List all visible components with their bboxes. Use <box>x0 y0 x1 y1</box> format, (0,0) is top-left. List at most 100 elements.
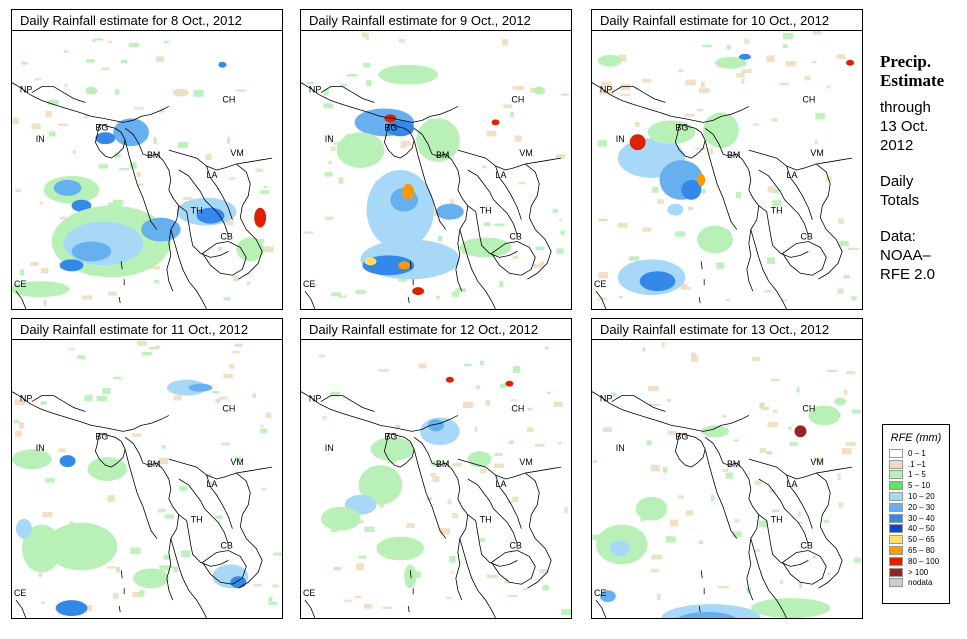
rain-speckle <box>767 186 775 193</box>
rain-speckle <box>657 593 661 601</box>
side-data-line1: Data: <box>880 228 916 245</box>
rain-area <box>12 449 52 470</box>
country-label-cb: CB <box>220 231 232 241</box>
map-svg: NP CH IN BG BM VM LA TH CB CE <box>301 346 571 618</box>
rain-area <box>667 203 684 216</box>
rain-speckle <box>449 555 456 563</box>
rain-speckle <box>273 552 282 556</box>
rain-speckle <box>534 443 545 447</box>
rain-speckle <box>553 401 563 408</box>
rain-speckle <box>823 520 829 523</box>
rain-speckle <box>827 572 831 576</box>
rain-speckle <box>455 288 466 293</box>
rain-area <box>402 183 415 200</box>
panel-title: Daily Rainfall estimate for 8 Oct., 2012 <box>11 9 283 31</box>
rain-speckle <box>789 442 799 446</box>
map-svg: NP CH IN BG BM VM LA TH CB CE <box>592 31 860 309</box>
rain-speckle <box>504 577 509 584</box>
rain-speckle <box>323 103 334 109</box>
side-daily-line1: Daily <box>880 173 914 190</box>
rain-speckle <box>657 199 664 205</box>
rain-speckle <box>494 453 503 456</box>
rain-speckle <box>838 218 844 224</box>
rain-speckle <box>256 239 265 244</box>
rain-speckle <box>205 154 212 161</box>
rain-speckle <box>439 528 450 535</box>
rain-speckle <box>539 569 549 574</box>
panel-title: Daily Rainfall estimate for 12 Oct., 201… <box>300 318 572 340</box>
country-border <box>595 599 607 618</box>
rain-speckle <box>760 406 769 411</box>
rain-speckle <box>139 590 144 597</box>
rain-speckle <box>601 81 612 87</box>
rainfall-map: NP CH IN BG BM VM LA TH CB CE <box>300 339 572 619</box>
rain-area <box>715 56 747 69</box>
rain-speckle <box>667 430 677 436</box>
country-border <box>457 149 562 171</box>
country-label-ce: CE <box>303 588 315 598</box>
rain-area <box>196 207 225 224</box>
rain-speckle <box>40 267 49 274</box>
legend-swatch <box>889 567 903 577</box>
rain-area <box>428 419 444 432</box>
legend-item: 65 – 80 <box>889 545 949 556</box>
rain-area <box>21 524 62 573</box>
country-label-la: LA <box>496 170 507 180</box>
rain-speckle <box>759 402 765 409</box>
rain-speckle <box>662 466 668 473</box>
panel-title: Daily Rainfall estimate for 11 Oct., 201… <box>11 318 283 340</box>
country-label-vm: VM <box>230 148 243 158</box>
rain-speckle <box>59 216 67 220</box>
rain-speckle <box>837 288 844 294</box>
rain-speckle <box>179 485 188 491</box>
rain-speckle <box>617 222 628 228</box>
rain-area <box>412 287 425 296</box>
rain-speckle <box>699 88 710 94</box>
rain-speckle <box>851 296 857 301</box>
country-border <box>206 474 233 529</box>
rain-speckle <box>163 554 171 560</box>
rain-speckle <box>618 295 623 299</box>
rain-speckle <box>426 497 433 501</box>
rain-speckle <box>215 399 221 403</box>
legend-item: .1 –1 <box>889 459 949 470</box>
rain-speckle <box>813 457 824 463</box>
country-label-bg: BG <box>95 122 108 132</box>
rain-area <box>445 376 454 383</box>
rain-speckle <box>479 469 487 474</box>
rain-speckle <box>555 154 566 159</box>
rain-speckle <box>93 38 104 41</box>
country-label-bg: BG <box>675 431 688 441</box>
rain-speckle <box>322 416 327 420</box>
rain-speckle <box>398 38 405 43</box>
country-border <box>12 82 170 123</box>
rain-speckle <box>333 566 342 571</box>
country-border <box>31 395 86 412</box>
rain-speckle <box>771 118 779 122</box>
rain-speckle <box>485 399 490 406</box>
rain-area <box>794 425 807 438</box>
country-label-ce: CE <box>14 588 26 598</box>
legend-item: 40 – 50 <box>889 524 949 535</box>
rain-speckle <box>753 123 759 126</box>
rain-speckle <box>209 481 213 487</box>
rain-speckle <box>113 376 122 380</box>
rain-speckle <box>48 100 59 105</box>
country-border <box>124 436 180 601</box>
country-label-cb: CB <box>220 540 232 550</box>
country-border <box>700 261 703 270</box>
country-label-in: IN <box>36 443 45 453</box>
rainfall-map: NP CH IN BG BM VM LA TH CB CE <box>591 30 863 310</box>
rain-speckle <box>843 390 848 395</box>
country-border <box>301 82 459 123</box>
country-label-bm: BM <box>147 150 160 160</box>
rain-speckle <box>234 456 242 463</box>
rain-area <box>236 237 265 262</box>
rain-speckle <box>255 168 264 173</box>
rain-speckle <box>331 528 338 533</box>
side-title-line2: Estimate <box>880 71 945 90</box>
legend-swatch <box>889 448 903 458</box>
rain-speckle <box>547 391 551 394</box>
rain-speckle <box>84 604 93 612</box>
country-label-np: NP <box>600 394 612 404</box>
